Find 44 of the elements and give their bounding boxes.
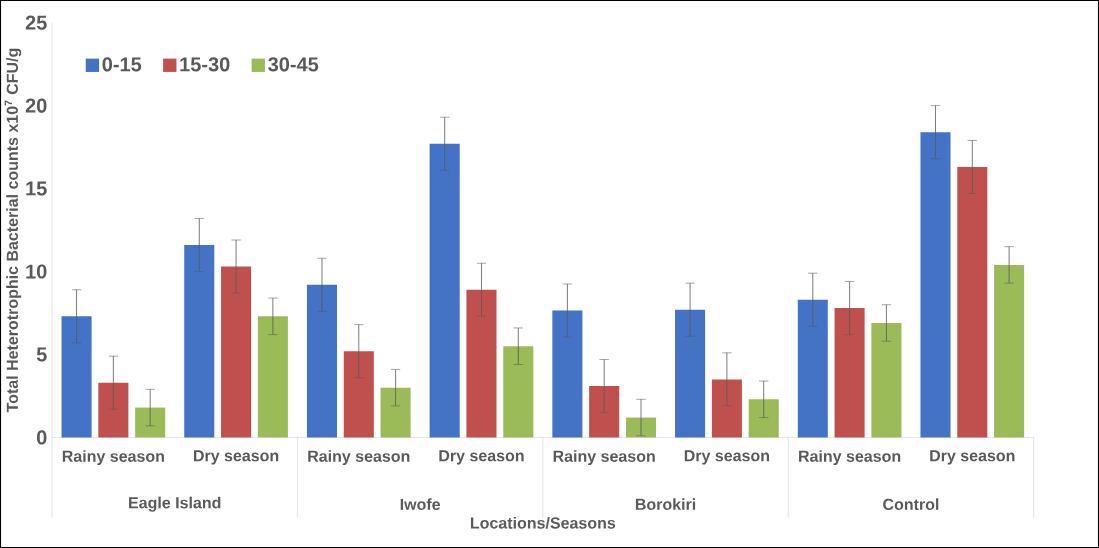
x-tick-label: Dry season — [439, 450, 524, 465]
x-tick-label: Rainy season — [553, 450, 655, 466]
bar — [871, 322, 902, 438]
bar — [834, 307, 865, 438]
y-axis-title: Total Heterotrophic Bacterial counts x10$^{7}$ CFU/g — [4, 48, 22, 413]
bar — [466, 289, 497, 438]
bar — [675, 309, 706, 438]
x-tick-label: Dry season — [930, 450, 1015, 465]
legend-label: 0-15 — [102, 57, 142, 72]
x-tick-label: Dry season — [194, 450, 279, 465]
bar — [920, 132, 951, 438]
bar — [552, 310, 583, 438]
bar — [711, 379, 742, 438]
bar — [98, 382, 129, 438]
x-tick-label: Rainy season — [308, 450, 410, 466]
bar — [306, 284, 337, 438]
text: Control — [883, 498, 939, 510]
bar — [380, 387, 411, 438]
bar — [221, 266, 252, 438]
text: Iwofe — [400, 498, 441, 510]
bar — [797, 299, 828, 438]
x-tick-label: Rainy season — [799, 450, 901, 466]
y-tick-label: 20 — [25, 98, 47, 113]
bar — [994, 264, 1025, 438]
y-tick-label: 25 — [25, 15, 47, 30]
text: Borokiri — [635, 498, 696, 510]
bar — [61, 316, 92, 438]
y-tick-label: 5 — [36, 347, 47, 362]
legend-label: 30-45 — [268, 57, 319, 72]
bar — [503, 346, 534, 438]
bar — [184, 244, 215, 438]
bar — [343, 351, 374, 438]
bar — [257, 316, 288, 438]
y-tick-label: 10 — [26, 264, 47, 279]
x-tick-label: Rainy season — [62, 450, 164, 466]
x-axis-title: Locations/Seasons — [470, 516, 616, 529]
legend-label: 15-30 — [180, 57, 230, 72]
bar — [957, 166, 988, 438]
bar — [429, 143, 460, 438]
bar — [748, 399, 779, 438]
y-tick-label: 0 — [36, 430, 47, 445]
y-tick-label: 15 — [26, 181, 47, 196]
text: Eagle Island — [129, 496, 221, 512]
x-tick-label: Dry season — [684, 450, 770, 465]
